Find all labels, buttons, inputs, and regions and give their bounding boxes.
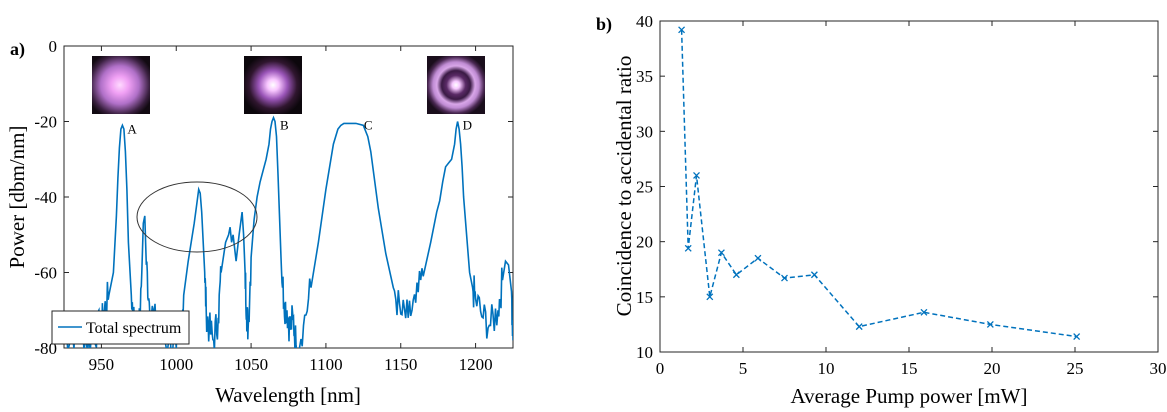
data-point: [706, 293, 714, 301]
peak-label-b: B: [280, 118, 289, 133]
a-ytick-label: -60: [34, 264, 57, 283]
plot-area-b: [659, 20, 1159, 353]
a-xtick-label: 1200: [459, 355, 493, 374]
y-axis-b: 10 15 20 25 30 35 40: [636, 12, 1158, 362]
b-ytick-label: 10: [636, 343, 653, 362]
panel-a-label: a): [10, 39, 25, 60]
data-point: [678, 26, 686, 34]
peak-label-a: A: [127, 121, 137, 136]
b-ytick-label: 20: [636, 233, 653, 252]
highlight-ellipse: [136, 181, 258, 253]
data-point: [717, 249, 725, 257]
legend-a: Total spectrum: [51, 310, 190, 345]
b-ytick-label: 30: [636, 122, 653, 141]
b-xtick-label: 5: [739, 359, 748, 378]
data-point: [810, 271, 818, 279]
legend-entry-total-spectrum: Total spectrum: [86, 320, 182, 337]
a-xtick-label: 1100: [309, 355, 342, 374]
data-point: [986, 320, 994, 328]
data-point: [781, 274, 788, 282]
y-axis-label-b: Coincidence to accidental ratio: [612, 56, 636, 317]
a-xtick-label: 1050: [234, 355, 268, 374]
mode-image-d: [427, 56, 485, 114]
a-xtick-label: 1000: [159, 355, 193, 374]
b-xtick-label: 25: [1067, 359, 1084, 378]
data-point: [684, 244, 692, 252]
b-ytick-label: 15: [636, 288, 653, 307]
data-point: [920, 308, 928, 316]
a-ytick-label: -80: [34, 339, 57, 358]
data-point: [1073, 333, 1081, 341]
x-axis-label-b: Average Pump power [mW]: [791, 384, 1028, 408]
a-ytick-label: -20: [34, 113, 57, 132]
chart-a: a) 950 1000 1050 1100 1150 1200 0 -20 -40 -60 -80…: [5, 37, 514, 407]
peak-label-c: C: [364, 118, 373, 133]
mode-image-a: [92, 56, 150, 114]
data-point: [732, 271, 740, 279]
b-ytick-label: 40: [636, 12, 653, 31]
a-ytick-label: -40: [34, 188, 57, 207]
a-xtick-label: 1150: [384, 355, 417, 374]
a-ytick-label: 0: [49, 37, 58, 56]
data-point: [754, 254, 762, 262]
b-ytick-label: 35: [636, 67, 653, 86]
x-axis-b: 0 5 10 15 20 25 30: [656, 21, 1167, 378]
b-ytick-label: 25: [636, 178, 653, 197]
b-xtick-label: 15: [901, 359, 918, 378]
x-axis-a: 950 1000 1050 1100 1150 1200: [89, 46, 493, 374]
b-xtick-label: 0: [656, 359, 665, 378]
data-point: [855, 323, 863, 331]
a-xtick-label: 950: [89, 355, 115, 374]
series-markers-car: [678, 26, 1081, 341]
data-point: [693, 172, 700, 179]
mode-image-b: [244, 56, 302, 114]
y-axis-label-a: Power [dbm/nm]: [5, 126, 29, 269]
peak-labels: A B C D: [127, 118, 472, 137]
panel-b-label: b): [596, 14, 612, 35]
chart-b: b) 0 5 10 15 20 25 30 10 15 20 25 30 35 40 Average P…: [596, 12, 1167, 408]
b-xtick-label: 20: [984, 359, 1001, 378]
b-xtick-label: 30: [1150, 359, 1167, 378]
b-xtick-label: 10: [818, 359, 835, 378]
x-axis-label-a: Wavelength [nm]: [215, 383, 361, 407]
peak-label-d: D: [463, 118, 472, 133]
